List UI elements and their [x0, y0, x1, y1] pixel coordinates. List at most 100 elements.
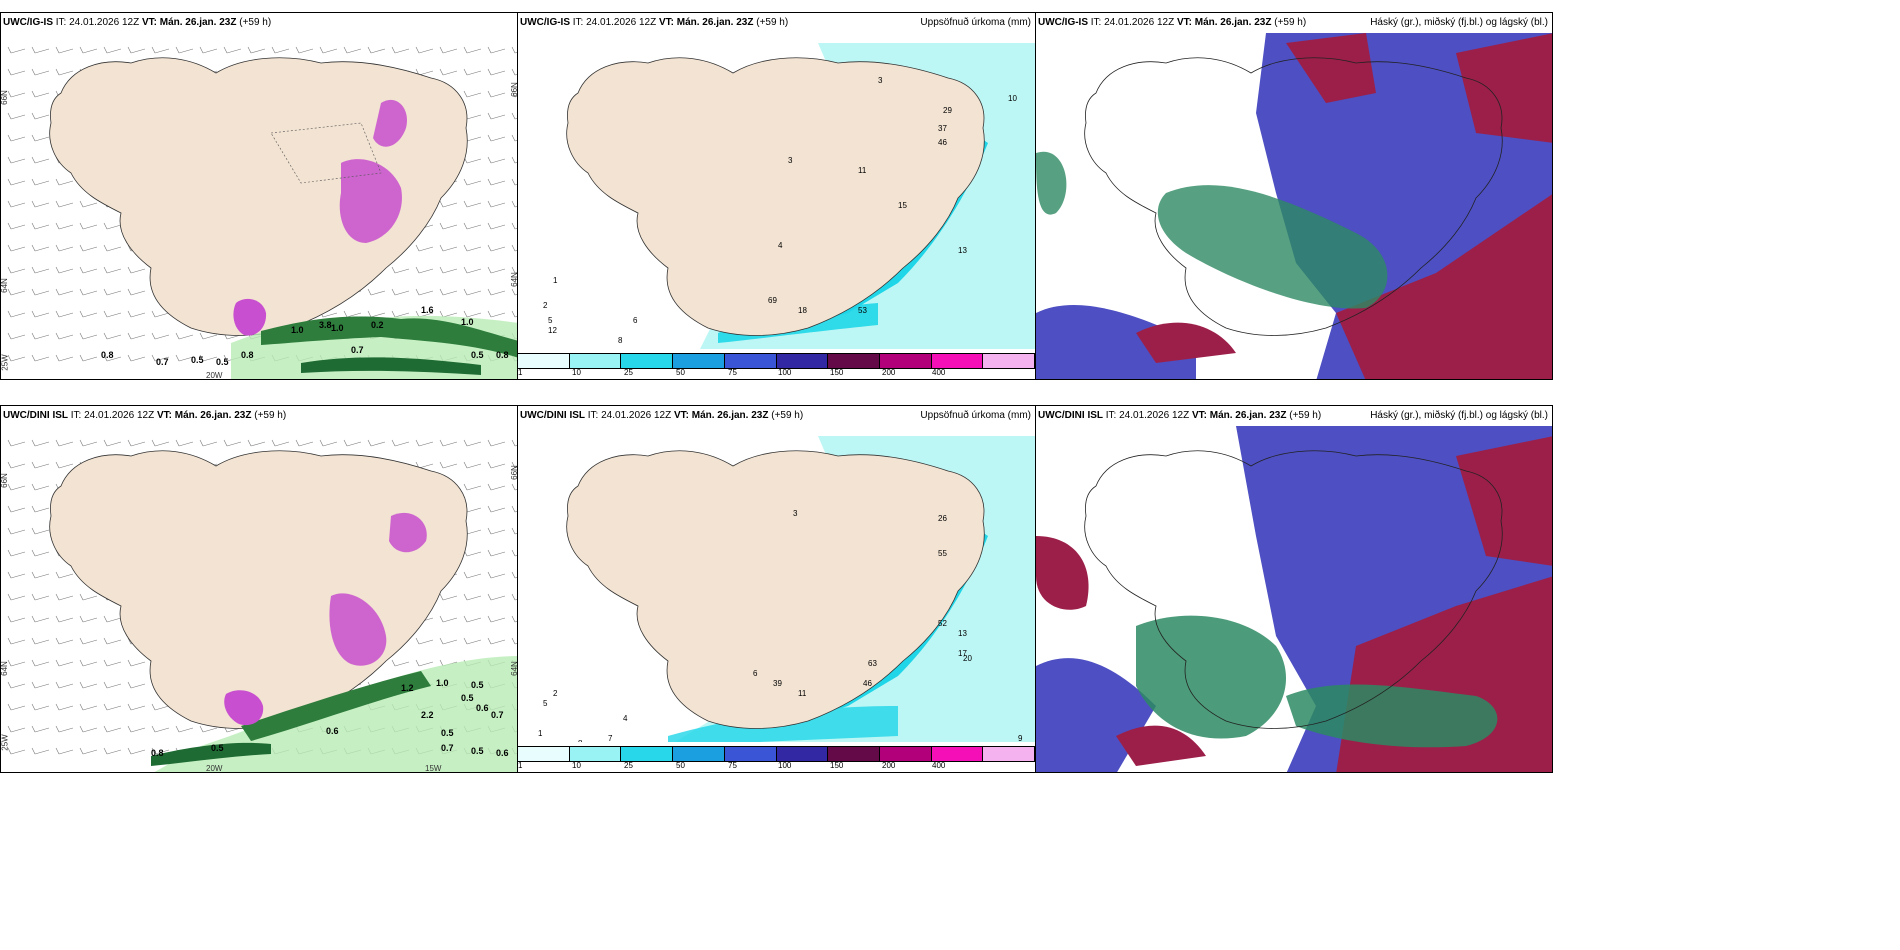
value-label: 5 [543, 699, 548, 708]
value-label: 2 [553, 689, 558, 698]
value-label: 0.7 [491, 710, 504, 720]
colorbar-boxes [518, 353, 1035, 369]
value-label: 0.5 [191, 355, 204, 365]
value-label: 0.5 [216, 357, 229, 367]
value-label: 3 [788, 156, 793, 165]
cloud-map [1036, 426, 1552, 772]
wind-panel-top: UWC/IG-IS IT: 24.01.2026 12Z VT: Mán. 26… [0, 12, 518, 380]
lat-label: 64N [0, 278, 9, 293]
value-label: 8 [618, 336, 623, 345]
value-label: 2.2 [421, 710, 434, 720]
value-label: 20 [963, 654, 972, 663]
value-label: 53 [858, 306, 867, 315]
colorbar-ticks: 1 10 25 50 75 100 150 200 400 [518, 368, 946, 377]
value-label: 0.7 [441, 743, 454, 753]
value-label: 0.8 [496, 350, 509, 360]
value-label: 69 [768, 296, 777, 305]
value-label: 0.6 [496, 748, 509, 758]
precip-map: 12345678111317202639465255639 [518, 426, 1035, 746]
value-label: 7 [608, 734, 613, 743]
value-label: 0.5 [471, 680, 484, 690]
value-label: 0.6 [326, 726, 339, 736]
panel-header: UWC/DINI ISL IT: 24.01.2026 12Z VT: Mán.… [1036, 406, 1552, 426]
value-label: 37 [938, 124, 947, 133]
lat-label-right: 64N [509, 661, 518, 676]
value-label: 18 [798, 306, 807, 315]
value-label: 2 [543, 301, 548, 310]
lat-label-right: 66N [509, 465, 518, 480]
lat-label: 66N [0, 473, 9, 488]
value-label: 55 [938, 549, 947, 558]
wind-map: 0.80.7 0.5 0.50.81.0 1.03.80.70.21.61.00.5 0… [1, 32, 517, 379]
value-label: 6 [753, 669, 758, 678]
lon-label: 20W [206, 764, 223, 773]
value-label: 0.5 [211, 743, 224, 753]
value-label: 52 [938, 619, 947, 628]
value-label: 1 [538, 729, 543, 738]
panel-header: UWC/IG-IS IT: 24.01.2026 12Z VT: Mán. 26… [518, 13, 1035, 33]
precip-panel-top: UWC/IG-IS IT: 24.01.2026 12Z VT: Mán. 26… [517, 12, 1036, 380]
value-label: 4 [623, 714, 628, 723]
lat-label: 64N [0, 661, 9, 676]
value-label: 0.8 [101, 350, 114, 360]
colorbar: 1 10 25 50 75 100 150 200 400 [518, 742, 1035, 772]
wind-map: 0.8 0.51.00.50.60.50.7 0.51.22.20.6 0.50.70… [1, 425, 517, 772]
value-label: 13 [958, 246, 967, 255]
lat-label: 25W [0, 734, 10, 751]
colorbar-ticks: 1 10 25 50 75 100 150 200 400 [518, 761, 946, 770]
value-label: 1.0 [331, 323, 344, 333]
value-label: 0.5 [471, 746, 484, 756]
value-label: 4 [778, 241, 783, 250]
value-label: 1.0 [436, 678, 449, 688]
value-label: 6 [633, 316, 638, 325]
value-label: 5 [548, 316, 553, 325]
value-label: 0.7 [351, 345, 364, 355]
lat-label-right: 66N [509, 82, 518, 97]
value-label: 39 [773, 679, 782, 688]
panel-header: UWC/IG-IS IT: 24.01.2026 12Z VT: Mán. 26… [1036, 13, 1552, 33]
value-label: 0.5 [461, 693, 474, 703]
value-label: 46 [863, 679, 872, 688]
precip-panel-bottom: UWC/DINI ISL IT: 24.01.2026 12Z VT: Mán.… [517, 405, 1036, 773]
lon-label: 15W [425, 764, 442, 773]
cloud-panel-top: UWC/IG-IS IT: 24.01.2026 12Z VT: Mán. 26… [1035, 12, 1553, 380]
value-label: 1.0 [461, 317, 474, 327]
value-label: 17 [958, 649, 967, 658]
lat-label: 25W [0, 354, 10, 371]
cloud-map [1036, 33, 1552, 379]
value-label: 0.6 [476, 703, 489, 713]
value-label: 0.5 [471, 350, 484, 360]
lat-label: 66N [0, 90, 9, 105]
colorbar-boxes [518, 746, 1035, 762]
value-label: 0.8 [151, 748, 164, 758]
panel-header: UWC/DINI ISL IT: 24.01.2026 12Z VT: Mán.… [1, 406, 517, 426]
value-label: 15 [898, 201, 907, 210]
value-label: 29 [943, 106, 952, 115]
panel-header: UWC/IG-IS IT: 24.01.2026 12Z VT: Mán. 26… [1, 13, 517, 33]
value-label: 63 [868, 659, 877, 668]
value-label: 11 [858, 166, 867, 175]
value-label: 13 [958, 629, 967, 638]
panel-header: UWC/DINI ISL IT: 24.01.2026 12Z VT: Mán.… [518, 406, 1035, 426]
value-label: 1.2 [401, 683, 414, 693]
value-label: 3 [878, 76, 883, 85]
value-label: 0.8 [241, 350, 254, 360]
value-label: 11 [798, 689, 807, 698]
value-label: 10 [1008, 94, 1017, 103]
value-label: 3.8 [319, 320, 332, 330]
value-label: 12 [548, 326, 557, 335]
value-label: 26 [938, 514, 947, 523]
value-label: 3 [793, 509, 798, 518]
colorbar: 1 10 25 50 75 100 150 200 400 [518, 349, 1035, 379]
value-label: 1 [553, 276, 558, 285]
value-label: 0.5 [441, 728, 454, 738]
value-label: 1.0 [291, 325, 304, 335]
wind-panel-bottom: UWC/DINI ISL IT: 24.01.2026 12Z VT: Mán.… [0, 405, 518, 773]
value-label: 9 [1018, 734, 1023, 743]
value-label: 1.6 [421, 305, 434, 315]
cloud-panel-bottom: UWC/DINI ISL IT: 24.01.2026 12Z VT: Mán.… [1035, 405, 1553, 773]
value-label: 0.2 [371, 320, 384, 330]
value-label: 46 [938, 138, 947, 147]
lat-label-right: 64N [509, 272, 518, 287]
